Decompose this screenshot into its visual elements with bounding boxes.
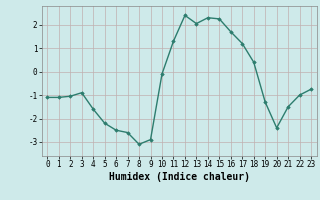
X-axis label: Humidex (Indice chaleur): Humidex (Indice chaleur): [109, 172, 250, 182]
